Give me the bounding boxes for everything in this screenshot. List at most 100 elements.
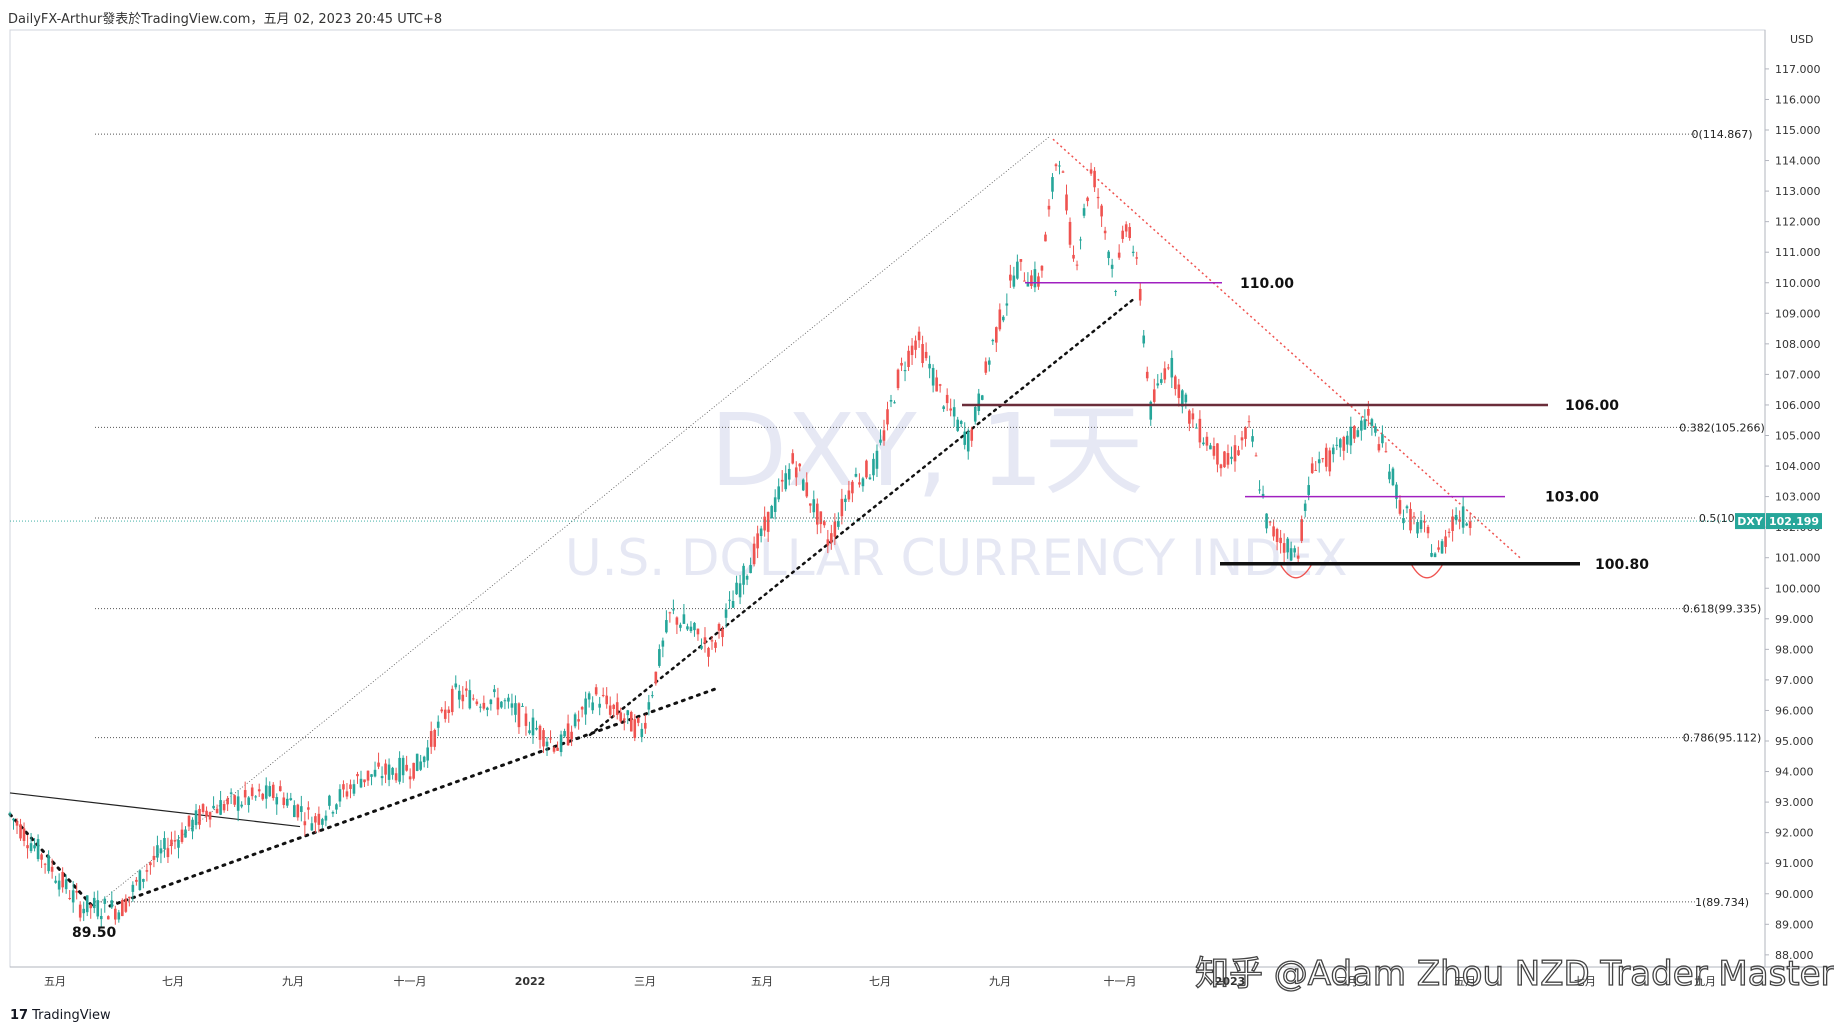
candle-body [1205,436,1209,446]
price-tick-label: 105.000 [1775,430,1821,443]
candle-body [1402,517,1405,524]
candle-body [1159,379,1163,383]
candle-body [359,778,363,788]
candle-body [556,747,559,751]
price-tick-label: 101.000 [1775,552,1821,565]
candle-body [721,629,724,638]
candle-body [493,689,496,693]
early-resistance-line [9,792,301,828]
candle-body [601,694,605,696]
candle-body [566,723,570,746]
candle-body [973,407,977,422]
candle-body [770,505,773,519]
candle-body [1451,516,1454,531]
candle-body [1458,519,1461,522]
price-tag-bg[interactable] [1766,513,1822,530]
candle-body [408,776,412,780]
candle-body [615,702,619,715]
symbol-tag-bg [1735,513,1765,530]
candle-body [633,719,637,738]
candle-body [703,637,707,644]
candle-body [1370,419,1374,426]
candle-body [250,787,254,797]
candle-body [959,421,963,424]
candle-body [956,419,959,431]
candle-body [398,757,401,782]
candle-body [1275,529,1279,542]
candle-body [823,521,826,526]
candle-body [580,706,584,710]
candle-body [777,486,780,500]
candle-body [819,511,823,525]
candle-body [472,698,475,700]
candle-body [166,848,170,858]
price-tick-label: 117.000 [1775,63,1821,76]
candle-body [1307,485,1310,495]
time-axis[interactable]: 五月 七月 九月 十一月 2022 三月 五月 七月 九月 十一月 2023 三月 五月 七月 九月 [44,974,1716,988]
candle-body [995,327,998,343]
candle-body [921,344,924,364]
candle-body [296,804,300,818]
candle-body [991,339,995,342]
candle-body [184,829,187,838]
candle-body [22,828,26,842]
candle-body [257,789,261,792]
candle-body [1131,251,1135,253]
low-annotation-label: 89.50 [72,925,117,941]
candle-body [180,829,184,842]
candle-body [714,642,717,648]
tradingview-footer[interactable]: 17 TradingView [10,1008,111,1023]
candle-body [1195,427,1198,429]
candle-body [791,453,795,464]
time-tick-label: 九月 [282,975,304,988]
candle-body [559,734,563,753]
time-tick-label: 三月 [1336,975,1358,988]
candle-body [917,331,921,341]
candle-body [1237,450,1240,456]
candle-body [935,377,938,392]
price-tick-label: 93.000 [1775,796,1814,809]
candle-body [577,719,580,722]
candle-body [33,845,36,849]
candle-body [865,460,868,478]
candle-body [675,617,679,625]
price-tick-label: 91.000 [1775,857,1814,870]
candle-body [1142,335,1146,344]
price-axis[interactable]: USD 88.000 89.000 90.000 91.000 92.000 93.000 9… [1735,30,1822,967]
candle-body [229,792,233,794]
candle-body [801,479,805,491]
candle-body [50,866,54,872]
candle-body [328,795,331,806]
candle-body [1303,503,1307,511]
candle-body [1423,521,1426,523]
candle-body [542,730,545,747]
price-tick-label: 98.000 [1775,643,1814,656]
candle-body [966,431,970,452]
candle-body [1321,458,1325,460]
candle-body [208,812,212,820]
candle-body [682,614,686,624]
candle-body [465,688,468,691]
candle-body [422,756,426,763]
candle-body [117,912,121,920]
price-tick-label: 92.000 [1775,827,1814,840]
candle-body [1089,169,1093,174]
candle-body [584,698,587,715]
candle-body [384,763,387,775]
candle-body [450,688,454,713]
price-tick-label: 107.000 [1775,368,1821,381]
price-tick-label: 112.000 [1775,216,1821,229]
candle-body [798,463,802,467]
candle-body [1072,254,1075,259]
candle-body [99,915,103,920]
candle-body [128,896,131,899]
candle-body [1395,484,1398,499]
key-level-label: 100.80 [1595,557,1649,573]
candle-body [187,815,191,827]
candle-body [545,741,549,747]
candle-body [549,738,552,740]
candle-body [1437,547,1440,550]
candle-body [222,804,226,811]
candle-body [931,367,935,386]
